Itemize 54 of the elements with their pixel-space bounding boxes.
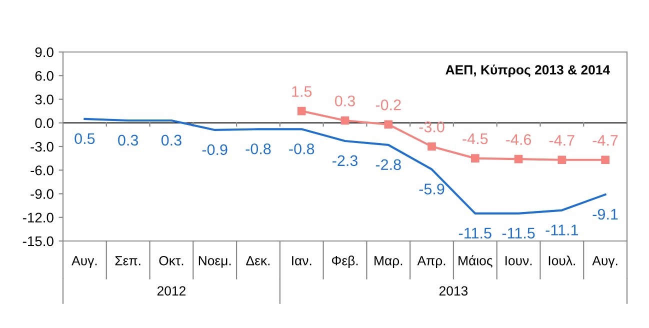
x-tick-label: Μάιος <box>458 255 492 268</box>
data-label: -0.2 <box>376 100 401 110</box>
data-label: -0.8 <box>289 143 314 154</box>
data-label: 0.3 <box>161 134 182 146</box>
x-tick-label: Μαρ. <box>374 256 402 268</box>
x-tick-label: Ιαν. <box>292 256 312 266</box>
x-tick-label: Απρ. <box>417 256 446 268</box>
text: 2013 <box>439 286 468 296</box>
x-tick-label: Οκτ. <box>159 256 184 266</box>
x-tick-label: Σεπ. <box>115 256 140 266</box>
data-label: -0.9 <box>202 144 228 156</box>
x-tick-label: Δεκ. <box>246 256 270 266</box>
data-label: -2.3 <box>332 155 358 166</box>
data-label: -9.1 <box>592 208 618 220</box>
data-label: -4.6 <box>506 134 532 145</box>
x-tick-label: Φεβ. <box>332 256 358 268</box>
point <box>514 154 523 164</box>
y-tick-label: 0.0 <box>35 118 54 128</box>
data-label: 0.3 <box>118 134 138 146</box>
y-tick-label: -15.0 <box>22 236 54 246</box>
data-label: -3.0 <box>419 122 444 132</box>
x-tick-label: Αυγ. <box>592 256 618 268</box>
y-tick-label: -6.0 <box>30 165 54 176</box>
point <box>470 154 480 162</box>
point <box>601 156 610 164</box>
data-label: 1.5 <box>292 86 312 97</box>
data-label: -0.8 <box>246 143 271 154</box>
data-label: -11.1 <box>546 224 578 236</box>
point <box>340 116 350 125</box>
x-tick-label: Ιουλ. <box>548 256 575 266</box>
y-tick-label: 9.0 <box>35 47 54 58</box>
data-label: -5.9 <box>419 184 444 194</box>
data-label: -4.7 <box>592 135 618 146</box>
x-tick-label: Ιουν. <box>506 256 532 266</box>
point <box>558 156 566 164</box>
y-tick-label: 6.0 <box>35 70 54 81</box>
data-label: -4.5 <box>462 134 488 144</box>
data-label: -4.7 <box>549 135 574 146</box>
text: ΑΕΠ, Κύπρος 2013 & 2014 <box>446 64 610 78</box>
data-label: -11.5 <box>458 228 492 239</box>
y-tick-label: -12.0 <box>22 212 54 223</box>
y-tick-label: -9.0 <box>30 189 54 199</box>
point <box>297 106 306 116</box>
data-label: 0.3 <box>334 96 355 106</box>
y-tick-label: 3.0 <box>35 94 54 104</box>
y-tick-label: -3.0 <box>30 142 54 152</box>
point <box>384 120 393 129</box>
x-tick-label: Αυγ. <box>72 256 97 268</box>
data-label: -2.8 <box>376 159 401 170</box>
data-label: -11.5 <box>502 228 535 239</box>
text: 2012 <box>157 286 186 296</box>
data-label: 0.5 <box>74 133 95 144</box>
point <box>428 142 436 151</box>
x-tick-label: Νοεμ. <box>198 256 231 268</box>
